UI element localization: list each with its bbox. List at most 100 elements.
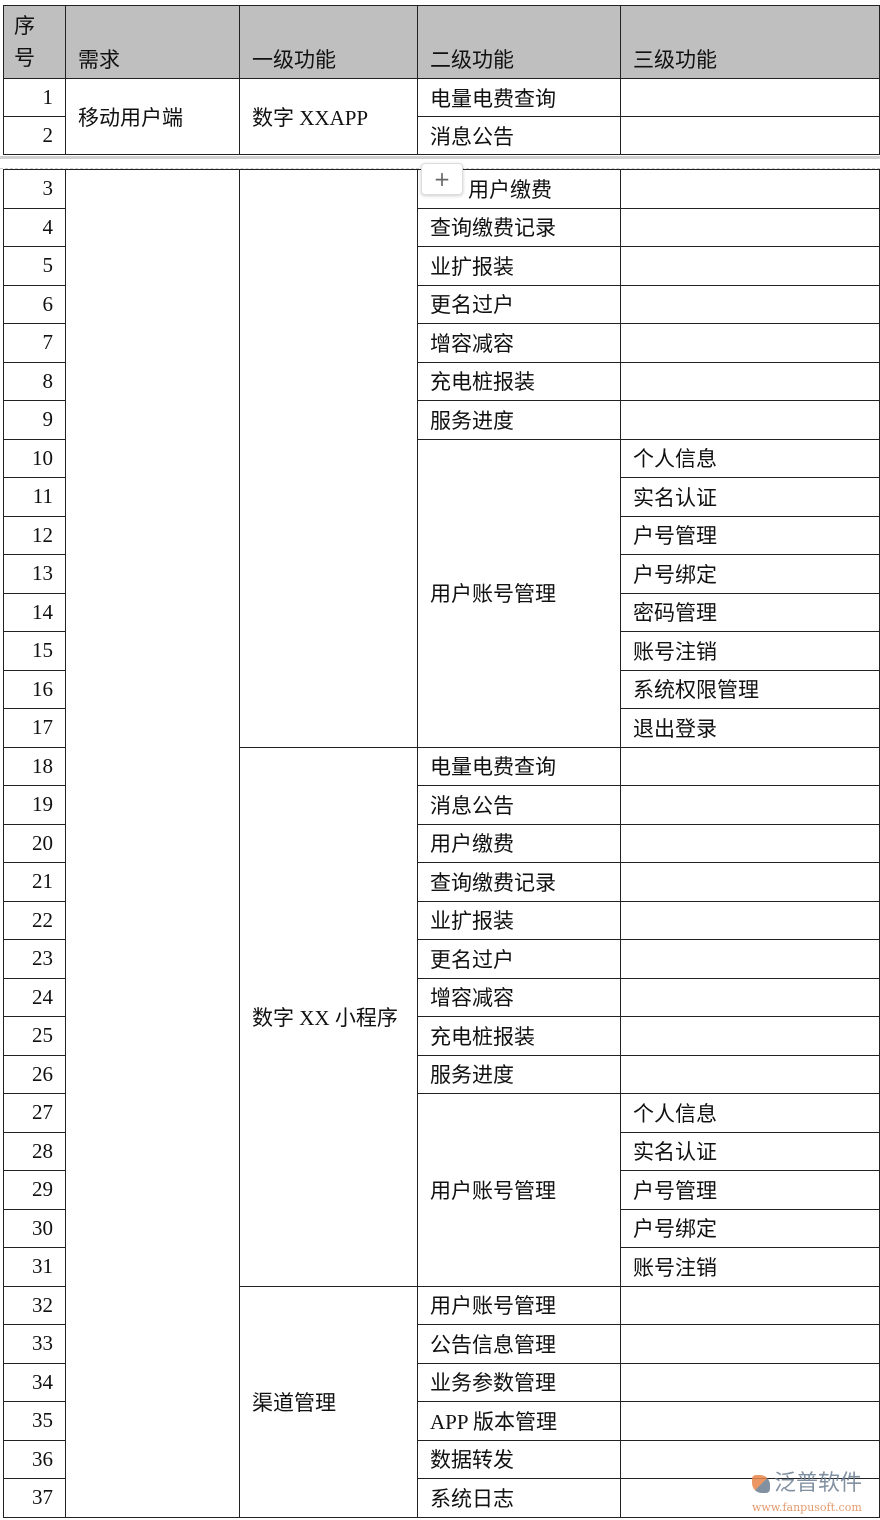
table-row: 21 查询缴费记录 [3, 862, 880, 902]
row-no: 18 [3, 746, 66, 786]
level3-cell [620, 746, 880, 786]
header-level1: 一级功能 [239, 5, 418, 79]
row-no: 32 [3, 1285, 66, 1325]
level2-cell: 用户账号管理 [417, 1285, 621, 1325]
add-row-button[interactable]: + [421, 163, 463, 195]
row-no: 9 [3, 400, 66, 440]
level3-cell [620, 1016, 880, 1056]
watermark-logo: 泛普软件 www.fanpusoft.com [752, 1470, 877, 1516]
row-no: 4 [3, 207, 66, 247]
level1-cell: 数字 XX 小程序 [239, 746, 418, 1287]
level3-cell [620, 284, 880, 324]
table-row: 5 业扩报装 [3, 246, 880, 286]
level2-cell: 业扩报装 [417, 246, 621, 286]
level3-cell [620, 246, 880, 286]
level3-cell: 户号绑定 [620, 554, 880, 594]
table-row: 37 系统日志 [3, 1478, 880, 1518]
table-row: 32 渠道管理 用户账号管理 [3, 1285, 880, 1518]
row-no: 30 [3, 1208, 66, 1248]
level2-cell: 服务进度 [417, 400, 621, 440]
row-no: 12 [3, 515, 66, 555]
level3-cell: 户号绑定 [620, 1208, 880, 1248]
level2-cell: 服务进度 [417, 1054, 621, 1094]
row-no: 31 [3, 1247, 66, 1287]
header-level2: 二级功能 [417, 5, 621, 79]
level3-cell [620, 1285, 880, 1325]
table-row: 16 系统权限管理 [3, 669, 880, 709]
level2-cell: 充电桩报装 [417, 361, 621, 401]
row-no: 36 [3, 1439, 66, 1479]
table-row: 4 查询缴费记录 [3, 207, 880, 247]
table-row: 8 充电桩报装 [3, 361, 880, 401]
row-no: 15 [3, 631, 66, 671]
row-no: 1 [3, 78, 66, 117]
watermark-name: 泛普软件 [774, 1471, 863, 1496]
level3-cell: 实名认证 [620, 477, 880, 517]
level3-cell: 账号注销 [620, 631, 880, 671]
header-level3: 三级功能 [620, 5, 880, 79]
level2-cell: 查询缴费记录 [417, 207, 621, 247]
level1-cell: 渠道管理 [239, 1285, 418, 1518]
header-requirement: 需求 [65, 5, 240, 79]
level2-cell: 消息公告 [417, 785, 621, 825]
level3-cell: 系统权限管理 [620, 669, 880, 709]
level2-cell: 数据转发 [417, 1439, 621, 1479]
row-no: 37 [3, 1478, 66, 1518]
level3-cell: 实名认证 [620, 1131, 880, 1171]
row-no: 23 [3, 939, 66, 979]
header-no-2: 号 [14, 46, 35, 70]
table-row: 3 用户缴费 [3, 169, 880, 1518]
watermark-url: www.fanpusoft.com [752, 1501, 862, 1514]
level3-cell [620, 116, 880, 155]
level3-cell: 户号管理 [620, 1170, 880, 1210]
level2-cell: 充电桩报装 [417, 1016, 621, 1056]
row-no: 34 [3, 1362, 66, 1402]
level3-cell [620, 862, 880, 902]
level2-cell: 更名过户 [417, 939, 621, 979]
table-row: 34 业务参数管理 [3, 1362, 880, 1402]
row-no: 5 [3, 246, 66, 286]
level3-cell [620, 1324, 880, 1364]
table-row: 27 用户账号管理 个人信息 [3, 1093, 880, 1287]
row-no: 14 [3, 592, 66, 632]
level3-cell [620, 207, 880, 247]
table-row: 13 户号绑定 [3, 554, 880, 594]
row-no: 16 [3, 669, 66, 709]
level3-cell: 账号注销 [620, 1247, 880, 1287]
table-row: 24 增容减容 [3, 977, 880, 1017]
level2-cell: 用户账号管理 [417, 1093, 621, 1287]
requirements-table-part2: 3 用户缴费 4 查询缴费记录 5 业扩报装 6 更名过户 7 增容减容 8 充电桩报装 9 服务进度 10… [3, 169, 880, 1518]
row-no: 13 [3, 554, 66, 594]
level3-cell [620, 78, 880, 117]
table-row: 6 更名过户 [3, 284, 880, 324]
table-row: 14 密码管理 [3, 592, 880, 632]
level3-cell [620, 977, 880, 1017]
requirement-cell [65, 169, 240, 1518]
level2-cell: 用户账号管理 [417, 438, 621, 748]
level3-cell [620, 1478, 880, 1518]
table-row: 19 消息公告 [3, 785, 880, 825]
header-row: 序号 需求 一级功能 二级功能 三级功能 [3, 5, 880, 79]
table-row: 10 用户账号管理 个人信息 [3, 438, 880, 748]
level2-cell: 更名过户 [417, 284, 621, 324]
level3-cell [620, 1054, 880, 1094]
table-row: 31 账号注销 [3, 1247, 880, 1287]
level2-cell: 查询缴费记录 [417, 862, 621, 902]
row-no: 33 [3, 1324, 66, 1364]
logo-icon [752, 1475, 770, 1493]
level3-cell [620, 785, 880, 825]
row-no: 24 [3, 977, 66, 1017]
row-no: 22 [3, 900, 66, 940]
level2-cell: APP 版本管理 [417, 1401, 621, 1441]
table-row: 28 实名认证 [3, 1131, 880, 1171]
table-row: 1 移动用户端 数字 XXAPP 电量电费查询 [3, 78, 880, 155]
table-row: 11 实名认证 [3, 477, 880, 517]
row-no: 25 [3, 1016, 66, 1056]
level3-cell [620, 939, 880, 979]
level2-cell: 电量电费查询 [417, 746, 621, 786]
header-no: 序号 [3, 5, 66, 79]
table-row: 9 服务进度 [3, 400, 880, 440]
row-no: 29 [3, 1170, 66, 1210]
page-break [0, 156, 880, 159]
table-row: 12 户号管理 [3, 515, 880, 555]
